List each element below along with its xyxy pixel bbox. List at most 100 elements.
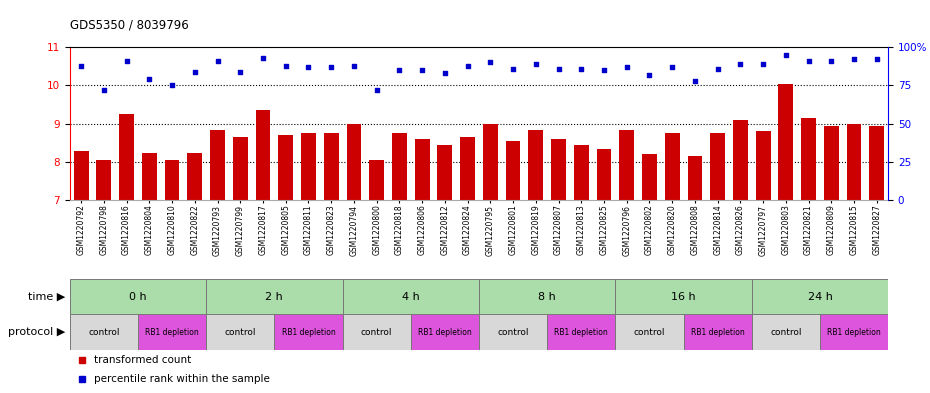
Point	[369, 87, 384, 93]
Point	[483, 59, 498, 66]
Point	[278, 62, 293, 69]
Bar	[138, 314, 206, 350]
Bar	[733, 120, 748, 200]
Bar	[165, 160, 179, 200]
Bar	[187, 152, 202, 200]
Point	[574, 66, 589, 72]
Point	[347, 62, 362, 69]
Text: 16 h: 16 h	[671, 292, 696, 302]
Bar	[684, 314, 751, 350]
Bar	[256, 110, 271, 200]
Point	[778, 51, 793, 58]
Point	[733, 61, 748, 67]
Bar	[846, 124, 861, 200]
Point	[142, 76, 157, 83]
Text: 24 h: 24 h	[807, 292, 832, 302]
Point	[460, 62, 475, 69]
Point	[756, 61, 771, 67]
Bar	[437, 145, 452, 200]
Point	[665, 64, 680, 70]
Text: RB1 depletion: RB1 depletion	[554, 328, 608, 336]
Point	[119, 58, 134, 64]
Bar	[551, 139, 565, 200]
Bar	[824, 126, 839, 200]
Text: RB1 depletion: RB1 depletion	[691, 328, 745, 336]
Point	[324, 64, 339, 70]
Bar	[324, 133, 339, 200]
Point	[824, 58, 839, 64]
Point	[392, 67, 406, 73]
Bar	[411, 314, 479, 350]
Text: RB1 depletion: RB1 depletion	[418, 328, 472, 336]
Point	[596, 67, 611, 73]
Point	[801, 58, 816, 64]
Text: RB1 depletion: RB1 depletion	[282, 328, 336, 336]
Point	[97, 87, 112, 93]
Point	[506, 66, 521, 72]
Point	[256, 55, 271, 61]
Point	[232, 68, 247, 75]
Bar	[479, 279, 616, 314]
Bar	[616, 314, 684, 350]
Bar	[97, 160, 112, 200]
Point	[165, 82, 179, 88]
Bar	[210, 130, 225, 200]
Bar	[278, 135, 293, 200]
Bar	[392, 133, 406, 200]
Bar	[342, 279, 479, 314]
Point	[711, 66, 725, 72]
Point	[301, 64, 316, 70]
Text: transformed count: transformed count	[94, 354, 192, 365]
Point	[437, 70, 452, 76]
Bar	[301, 133, 316, 200]
Bar	[756, 131, 770, 200]
Point	[642, 72, 657, 78]
Bar	[596, 149, 611, 200]
Bar	[119, 114, 134, 200]
Bar	[711, 133, 725, 200]
Text: 2 h: 2 h	[265, 292, 284, 302]
Bar	[342, 314, 411, 350]
Bar	[70, 314, 138, 350]
Bar	[70, 279, 206, 314]
Bar	[483, 124, 498, 200]
Bar	[642, 154, 657, 200]
Bar	[616, 279, 751, 314]
Bar	[206, 279, 342, 314]
Bar	[142, 152, 156, 200]
Bar	[232, 137, 247, 200]
Text: RB1 depletion: RB1 depletion	[145, 328, 199, 336]
Text: RB1 depletion: RB1 depletion	[827, 328, 881, 336]
Point	[187, 68, 202, 75]
Text: control: control	[224, 328, 256, 336]
Text: protocol ▶: protocol ▶	[7, 327, 65, 337]
Bar	[415, 139, 430, 200]
Bar	[347, 124, 361, 200]
Text: 0 h: 0 h	[129, 292, 147, 302]
Bar	[73, 151, 88, 200]
Bar	[751, 279, 888, 314]
Bar	[870, 126, 884, 200]
Text: GDS5350 / 8039796: GDS5350 / 8039796	[70, 18, 189, 31]
Text: control: control	[633, 328, 665, 336]
Text: time ▶: time ▶	[28, 292, 65, 302]
Point	[210, 58, 225, 64]
Point	[846, 56, 861, 62]
Text: control: control	[498, 328, 529, 336]
Point	[551, 66, 566, 72]
Text: control: control	[361, 328, 392, 336]
Bar	[820, 314, 888, 350]
Bar	[778, 84, 793, 200]
Bar	[479, 314, 547, 350]
Bar	[665, 133, 680, 200]
Bar	[687, 156, 702, 200]
Point	[528, 61, 543, 67]
Text: control: control	[770, 328, 802, 336]
Bar	[574, 145, 589, 200]
Bar	[460, 137, 475, 200]
Bar	[801, 118, 816, 200]
Text: control: control	[88, 328, 120, 336]
Bar	[528, 130, 543, 200]
Bar	[547, 314, 616, 350]
Point	[687, 78, 702, 84]
